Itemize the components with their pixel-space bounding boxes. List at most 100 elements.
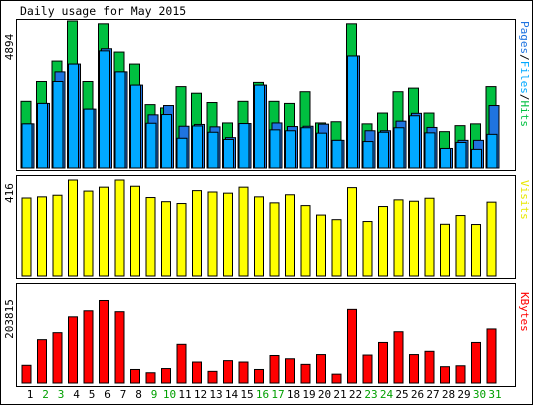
kbytes-bar — [486, 328, 497, 384]
day-label: 1 — [27, 388, 34, 401]
day-label: 21 — [333, 388, 346, 401]
visits-bar — [347, 187, 357, 277]
day-label: 25 — [395, 388, 408, 401]
legend-sep-2: / — [518, 94, 531, 101]
visits-bar — [83, 190, 94, 277]
visits-bar — [21, 197, 32, 277]
files-bar — [424, 132, 436, 169]
visits-bar — [114, 179, 125, 277]
visits-bar — [316, 214, 326, 277]
kbytes-bar — [21, 364, 32, 384]
visits-bar — [145, 197, 156, 277]
visits-bar — [362, 221, 373, 277]
day-label: 8 — [135, 388, 142, 401]
kbytes-bar — [409, 354, 419, 384]
legend-pages: Pages — [518, 21, 531, 54]
kbytes-bar — [393, 331, 404, 384]
day-label: 9 — [151, 388, 158, 401]
kbytes-bars — [21, 299, 497, 384]
day-label: 18 — [287, 388, 300, 401]
visits-bar — [440, 223, 450, 277]
visits-bar — [52, 194, 63, 277]
kbytes-bar — [145, 372, 156, 384]
kbytes-bar — [316, 354, 326, 384]
files-bar — [378, 131, 389, 169]
legend-visits: Visits — [518, 180, 531, 220]
legend-hits: Hits — [518, 101, 531, 128]
visits-bar — [254, 196, 264, 277]
day-label: 19 — [302, 388, 315, 401]
kbytes-bar — [347, 308, 357, 384]
files-bar — [269, 129, 281, 169]
visits-bar — [424, 197, 435, 277]
day-label: 26 — [411, 388, 424, 401]
kbytes-bar — [455, 365, 466, 384]
kbytes-ymax-label: 203815 — [3, 299, 16, 339]
files-bar — [192, 125, 203, 169]
day-label: 4 — [73, 388, 80, 401]
files-bar — [130, 84, 141, 169]
day-label: 7 — [120, 388, 127, 401]
files-bar — [207, 131, 219, 169]
visits-bar — [331, 219, 342, 277]
kbytes-bar — [52, 332, 63, 384]
files-bar — [238, 123, 250, 169]
visits-bar — [68, 179, 78, 277]
day-label: 17 — [271, 388, 284, 401]
kbytes-bar — [223, 360, 233, 384]
visits-bar — [300, 205, 311, 277]
day-label: 11 — [178, 388, 191, 401]
legend-pages-files-hits: Pages/Files/Hits — [518, 21, 531, 127]
day-label: 12 — [194, 388, 207, 401]
kbytes-bar — [192, 361, 202, 384]
kbytes-bar — [285, 358, 295, 384]
kbytes-bar — [130, 368, 140, 384]
legend-kbytes: KBytes — [518, 292, 531, 332]
day-label: 10 — [163, 388, 176, 401]
legend-sep-1: / — [518, 54, 531, 61]
visits-bar — [486, 201, 497, 277]
kbytes-bar — [114, 311, 125, 384]
files-bar — [347, 55, 358, 169]
hits-ymax-label: 4894 — [3, 33, 16, 60]
day-label: 5 — [89, 388, 96, 401]
kbytes-bar — [37, 339, 47, 384]
day-label: 24 — [380, 388, 394, 401]
kbytes-bar — [378, 341, 388, 384]
day-label: 16 — [256, 388, 269, 401]
kbytes-bar — [68, 316, 78, 384]
files-bar — [99, 50, 110, 169]
kbytes-bar — [176, 343, 187, 384]
files-bar — [393, 127, 405, 169]
day-label: 23 — [364, 388, 377, 401]
visits-bar — [176, 203, 187, 277]
visits-bars — [21, 179, 497, 277]
visits-bar — [393, 199, 404, 277]
files-bar — [223, 138, 234, 169]
files-bar — [176, 137, 188, 169]
day-label: 2 — [42, 388, 49, 401]
files-bar — [440, 147, 451, 169]
visits-bar — [130, 185, 140, 277]
files-bar — [331, 139, 343, 169]
files-bar — [21, 123, 33, 169]
visits-bar — [99, 186, 109, 277]
day-label: 14 — [225, 388, 239, 401]
day-label: 27 — [426, 388, 439, 401]
kbytes-bar — [99, 299, 109, 384]
files-bar — [362, 141, 374, 169]
kbytes-bar — [207, 370, 218, 384]
visits-ymax-label: 416 — [3, 183, 16, 203]
files-bar — [83, 108, 95, 169]
files-bar — [52, 80, 64, 169]
files-bar — [300, 127, 312, 169]
files-bar — [114, 71, 126, 169]
files-bar — [316, 132, 327, 169]
visits-bar — [207, 191, 218, 277]
files-bar — [285, 130, 296, 169]
day-label: 20 — [318, 388, 331, 401]
visits-bar — [192, 190, 202, 277]
day-axis-labels: 1 2 3 4 5 6 7 8 9 10 11 12 13 14 15 16 17 18 19 20 21 22 23 24 2… — [27, 388, 502, 401]
